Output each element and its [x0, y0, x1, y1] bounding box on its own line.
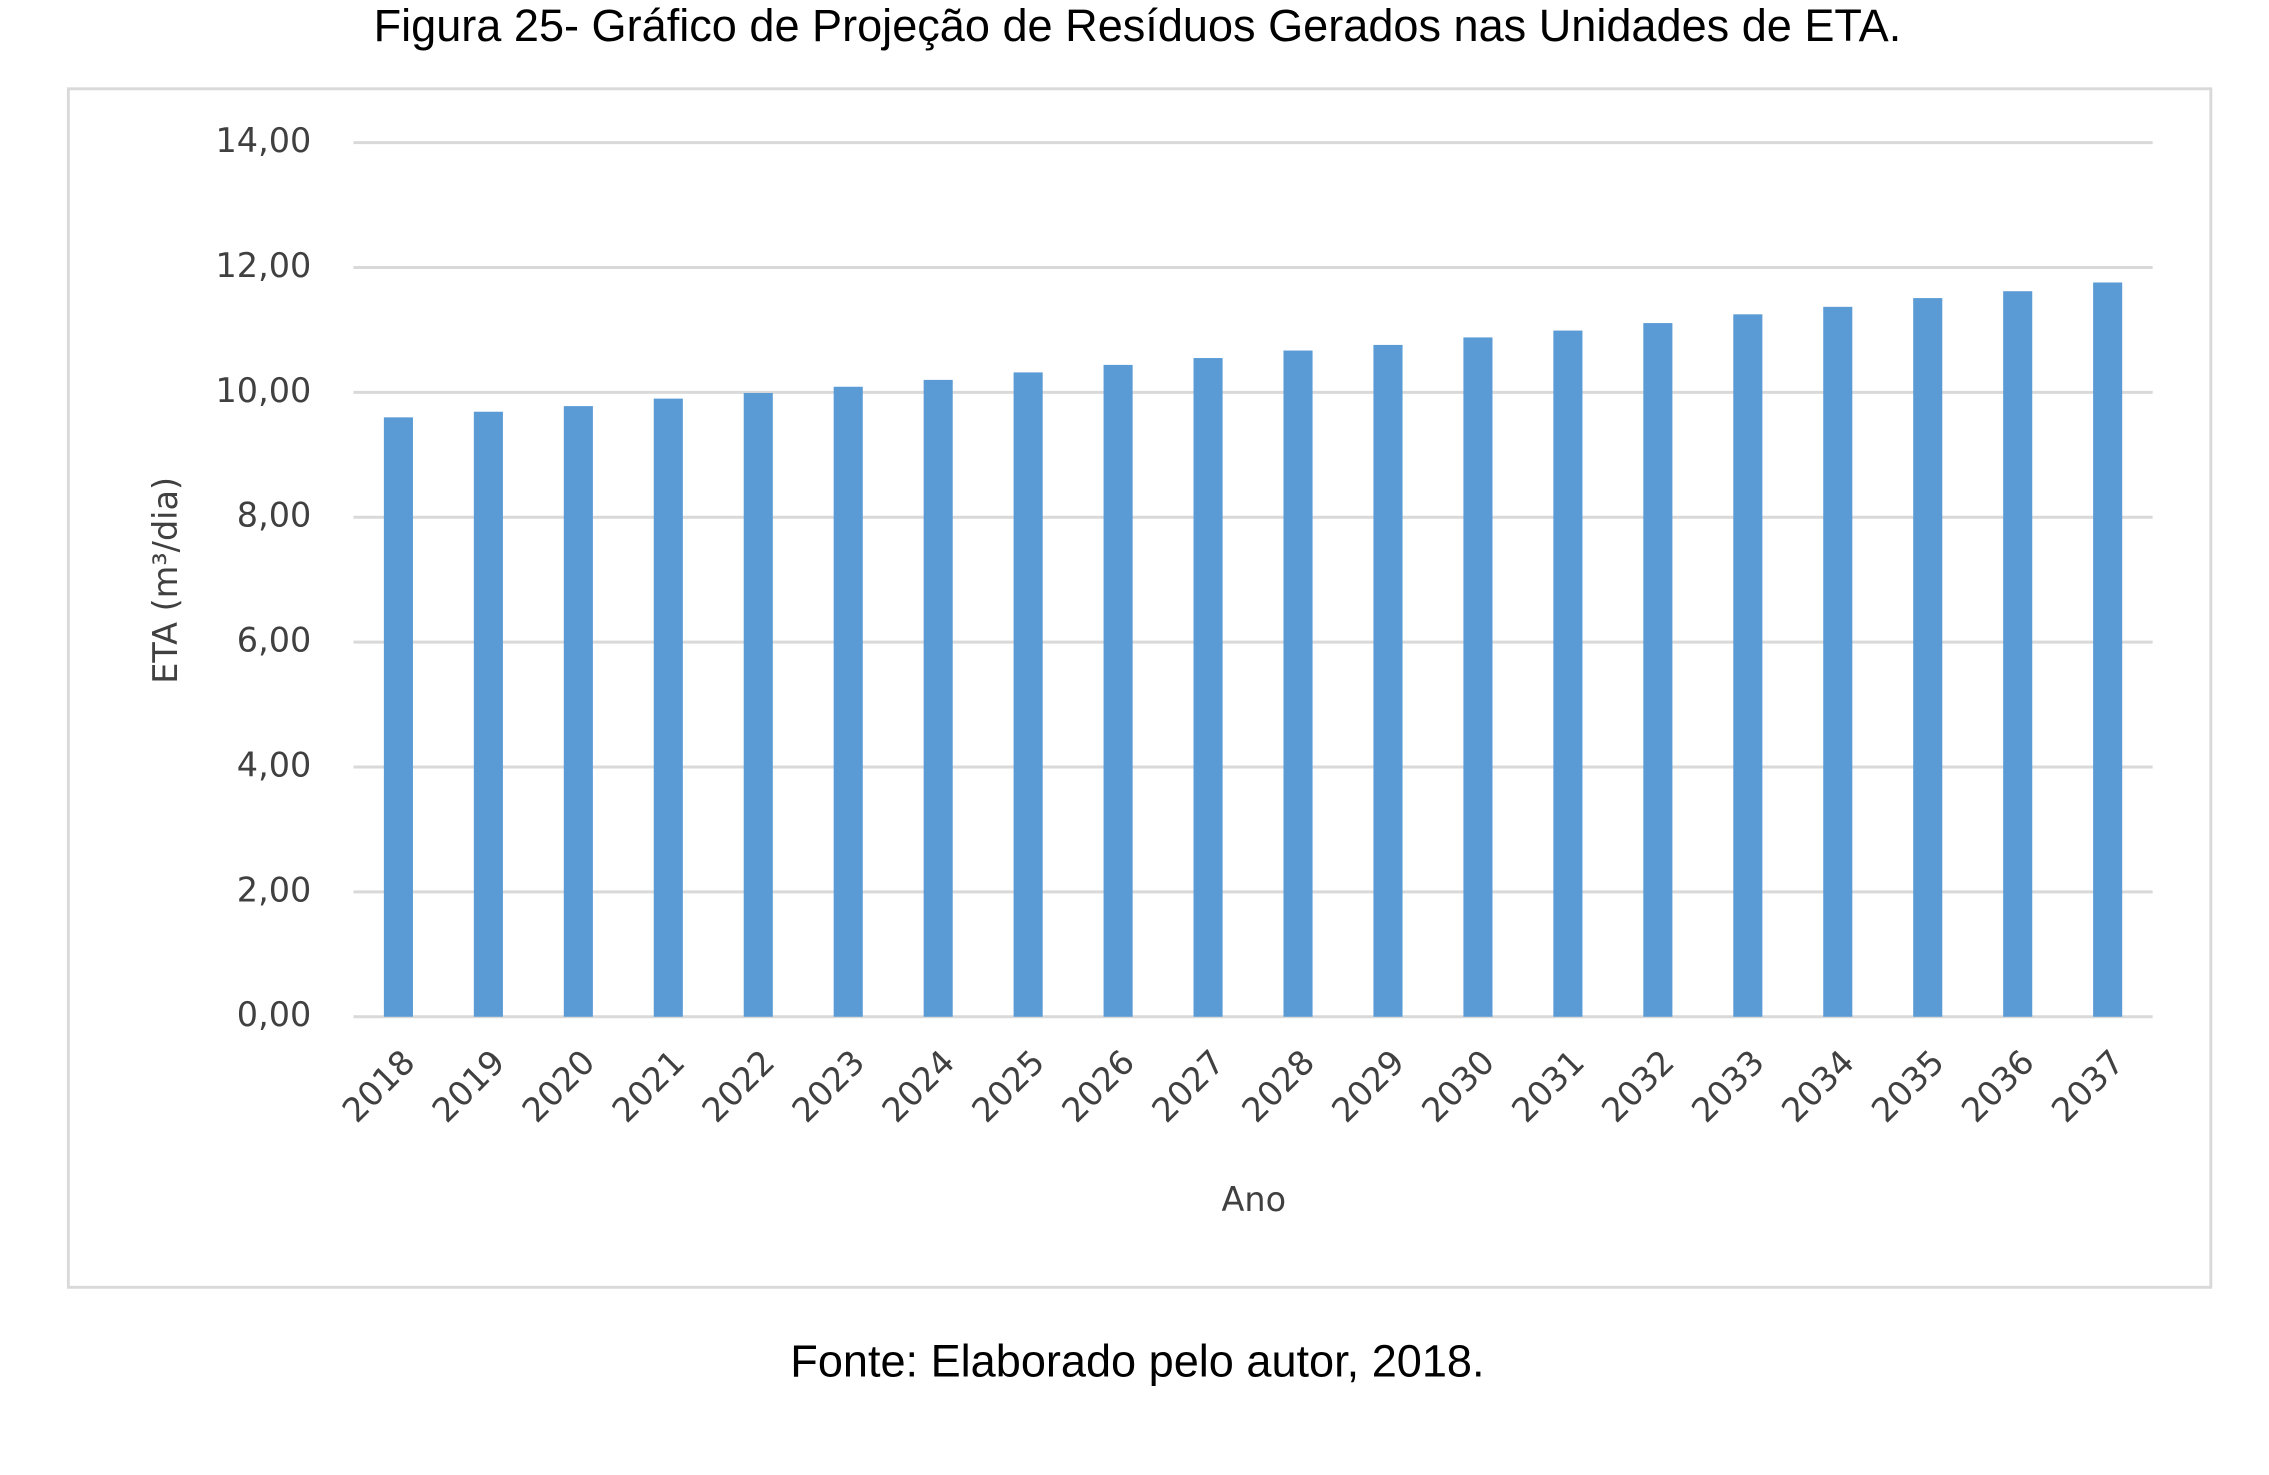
y-tick-label: 8,00: [237, 496, 311, 535]
bar: [1913, 298, 1943, 1017]
y-tick-label: 2,00: [237, 870, 311, 909]
bar: [1553, 330, 1583, 1017]
chart-frame: [66, 87, 2213, 1289]
x-axis-title: Ano: [1222, 1180, 1287, 1219]
y-tick-label: 10,00: [216, 371, 312, 410]
bar: [923, 379, 953, 1017]
bar: [833, 386, 863, 1017]
bar: [473, 411, 503, 1017]
bar: [1733, 314, 1763, 1017]
bar: [2003, 291, 2033, 1017]
bar: [1103, 364, 1133, 1017]
bar: [2093, 282, 2123, 1017]
bar: [1283, 350, 1313, 1017]
y-tick-label: 0,00: [237, 995, 311, 1034]
bar: [563, 406, 593, 1017]
y-tick-label: 12,00: [216, 246, 312, 285]
y-tick-label: 14,00: [216, 121, 312, 160]
bar: [1463, 337, 1493, 1017]
bar: [653, 398, 683, 1017]
bar: [1643, 323, 1673, 1017]
figure-title: Figura 25- Gráfico de Projeção de Resídu…: [374, 0, 1902, 51]
bar: [1373, 344, 1403, 1017]
y-tick-label: 4,00: [237, 746, 311, 785]
figure-caption: Fonte: Elaborado pelo autor, 2018.: [790, 1335, 1484, 1386]
y-tick-label: 6,00: [237, 621, 311, 660]
y-axis-title: ETA (m³/dia): [146, 477, 185, 684]
bar: [1193, 358, 1223, 1017]
bar: [743, 392, 773, 1017]
bar: [1823, 306, 1853, 1017]
bar: [1013, 372, 1043, 1017]
bar: [383, 417, 413, 1017]
